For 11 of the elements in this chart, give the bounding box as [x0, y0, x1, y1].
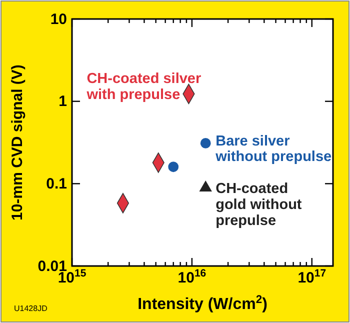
y-axis-title: 10-mm CVD signal (V) [9, 64, 26, 220]
x-tick-label: 10$^{16}$ [178, 268, 206, 286]
y-tick-label: 10 [50, 10, 67, 28]
x-tick-label: 10$^{17}$ [298, 268, 326, 286]
text: U1428JD [14, 304, 48, 313]
series-label: Bare silver without prepulse [214, 133, 332, 166]
y-tick-label: 1 [58, 93, 67, 110]
y-tick-label: 0.1 [46, 175, 67, 192]
x-axis-title: Intensity (W/cm$^{2}$) [138, 294, 268, 313]
series-label: CH-coated gold without prepulse [216, 180, 302, 229]
series-label: CH-coated silver with prepulse [86, 71, 202, 103]
